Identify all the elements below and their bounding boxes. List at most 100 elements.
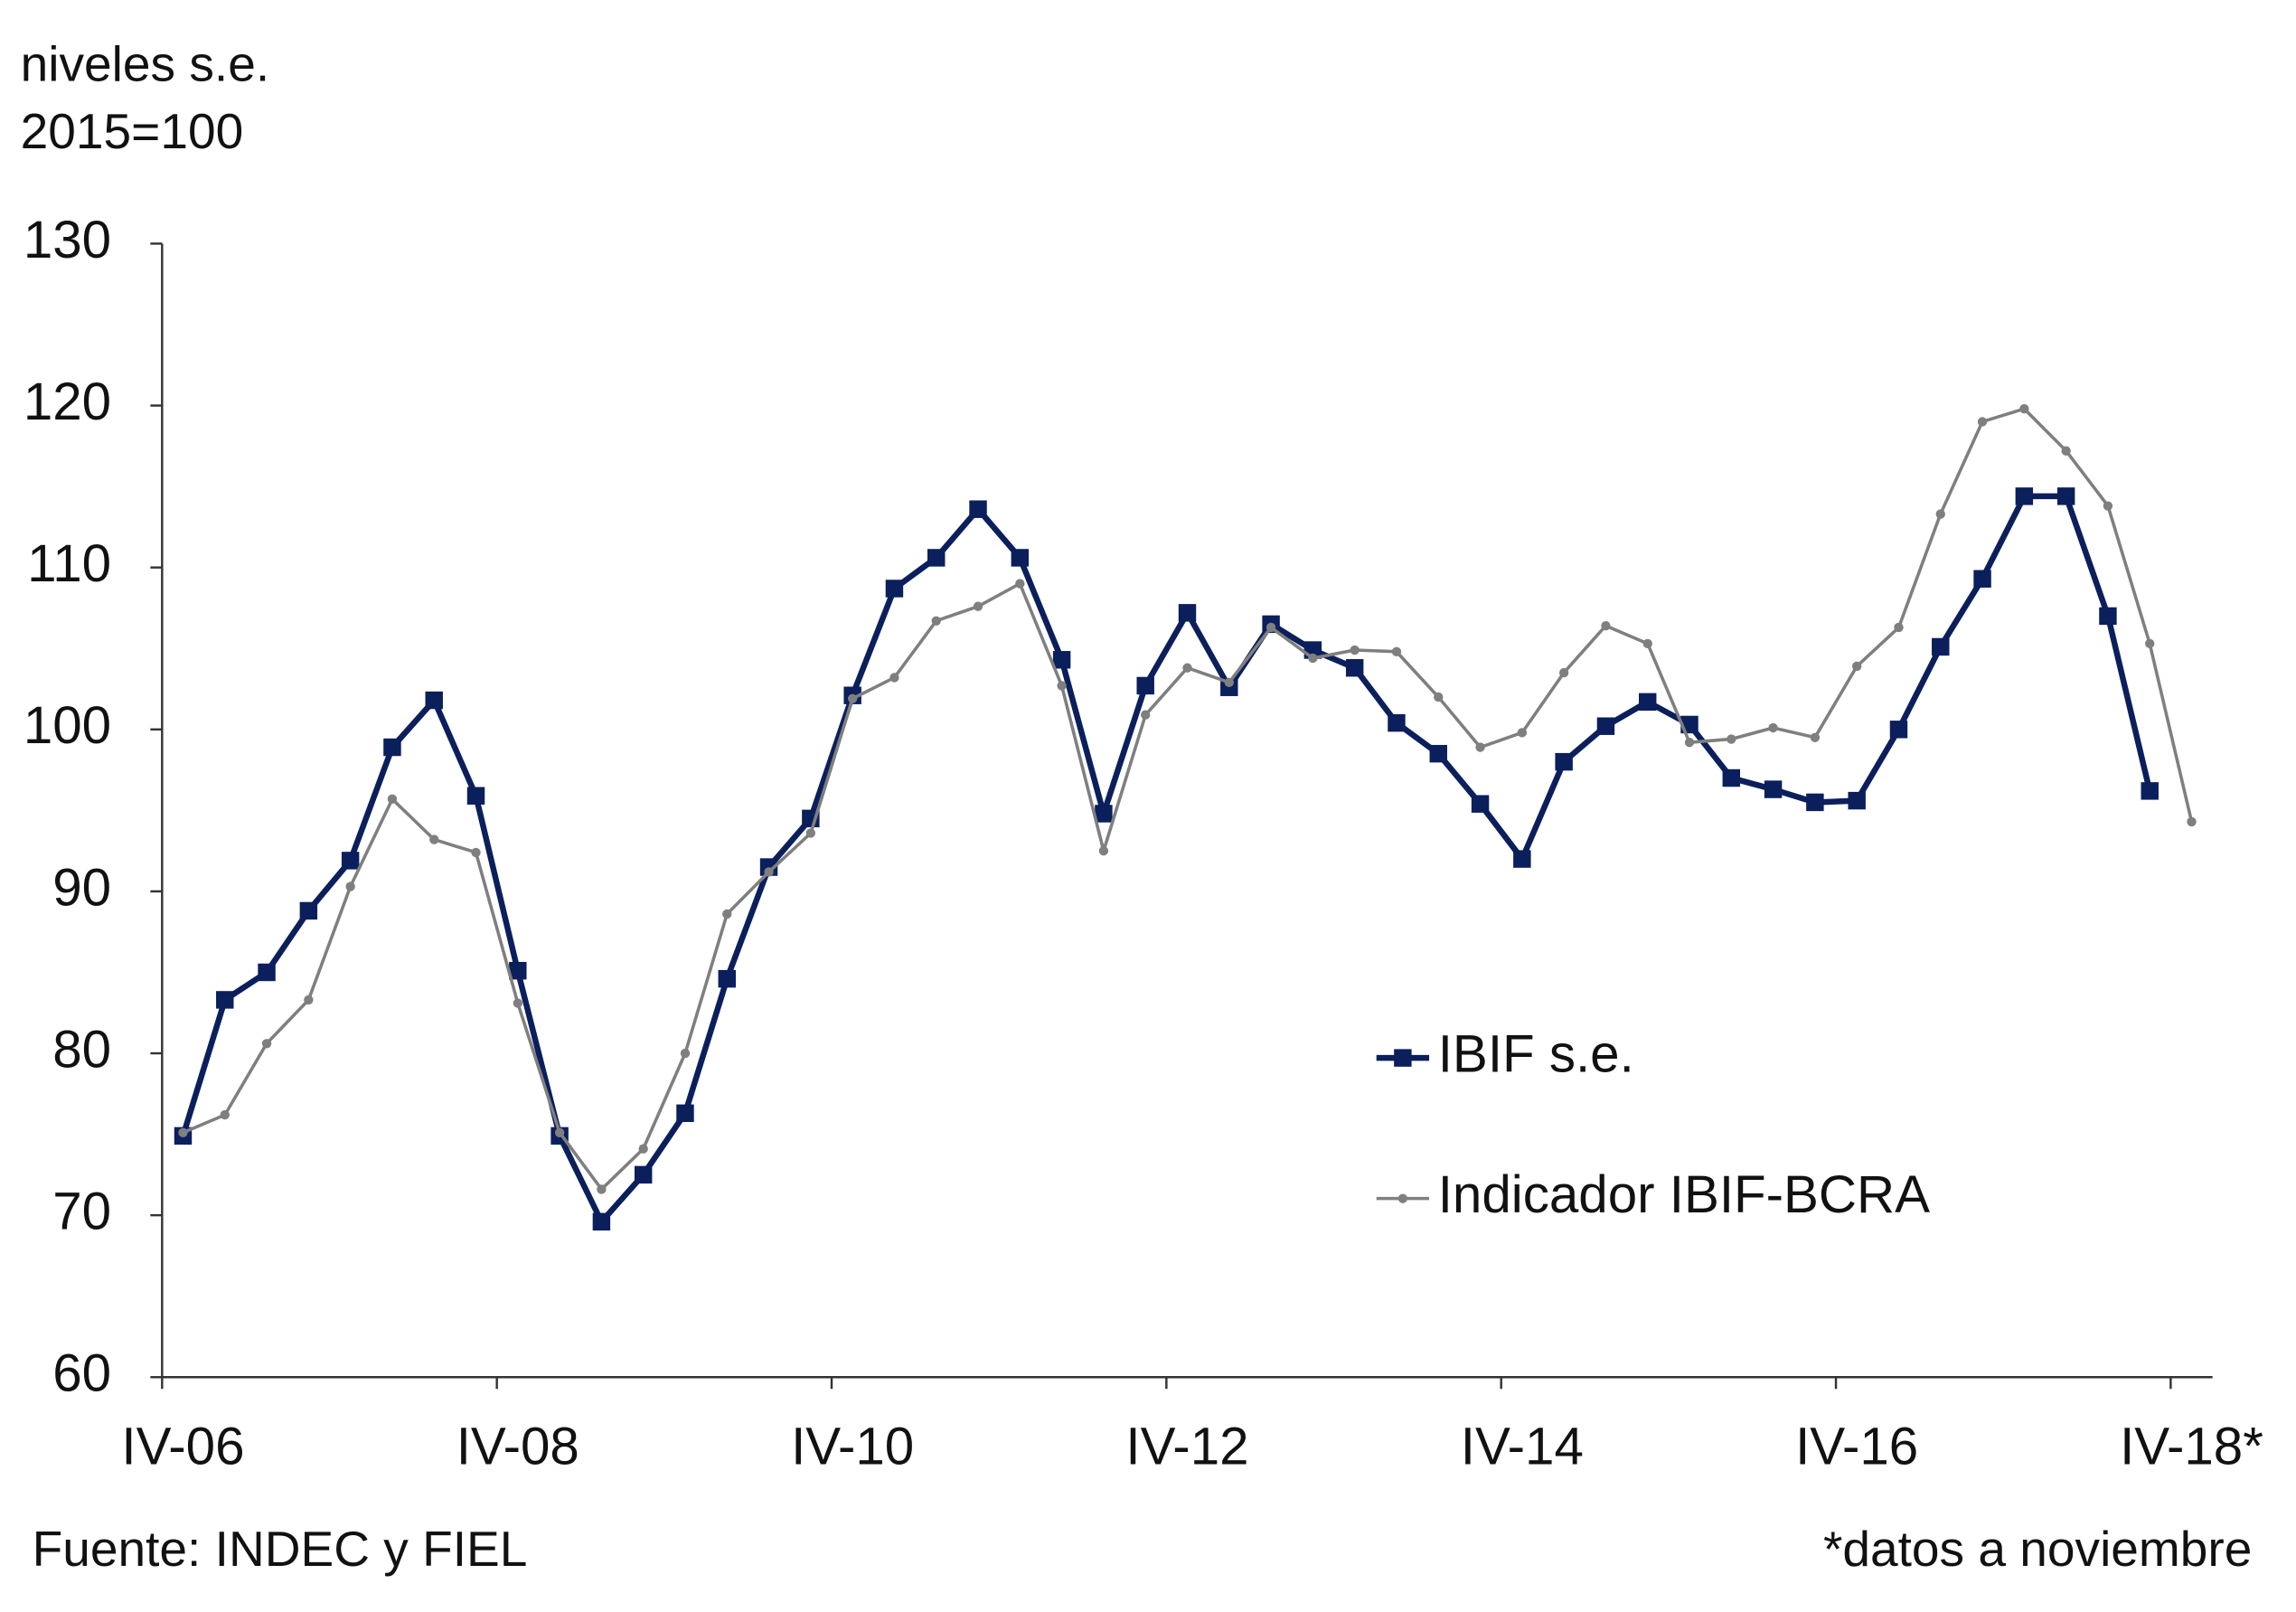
- marker: [2061, 446, 2071, 456]
- marker: [178, 1127, 188, 1137]
- marker: [969, 500, 987, 518]
- marker: [425, 691, 443, 710]
- marker: [1727, 734, 1736, 744]
- y-tick-label: 70: [52, 1183, 111, 1241]
- marker: [1350, 645, 1360, 655]
- x-tick-label: IV-08: [456, 1418, 579, 1476]
- marker: [931, 616, 941, 626]
- marker: [1601, 620, 1611, 631]
- marker: [304, 995, 314, 1005]
- marker: [387, 794, 398, 805]
- marker: [634, 1165, 653, 1184]
- marker: [592, 1212, 611, 1231]
- marker: [1391, 646, 1402, 657]
- marker: [764, 867, 774, 877]
- marker: [1517, 728, 1528, 738]
- marker: [1977, 417, 1988, 427]
- marker: [2099, 607, 2117, 626]
- marker: [1638, 693, 1657, 712]
- marker: [927, 549, 946, 567]
- marker: [2145, 638, 2155, 649]
- marker: [638, 1144, 648, 1154]
- marker: [1764, 780, 1783, 798]
- marker: [345, 881, 355, 891]
- marker: [1224, 677, 1234, 688]
- marker: [1429, 744, 1447, 763]
- marker: [299, 901, 318, 920]
- marker: [889, 673, 899, 683]
- marker: [341, 852, 360, 870]
- marker: [1806, 793, 1824, 812]
- marker: [1098, 845, 1109, 856]
- legend-marker: [1397, 1193, 1408, 1203]
- y-tick-label: 130: [24, 211, 111, 269]
- marker: [1642, 638, 1652, 649]
- legend-label: IBIF s.e.: [1438, 1025, 1634, 1084]
- marker: [466, 787, 485, 805]
- source: Fuente: INDEC y FIEL: [33, 1521, 528, 1577]
- marker: [1558, 667, 1569, 678]
- marker: [722, 909, 732, 919]
- marker: [471, 847, 481, 858]
- marker: [216, 991, 234, 1009]
- series: [174, 487, 2159, 1231]
- x-tick-label: IV-18*: [2120, 1418, 2263, 1476]
- note: *datos a noviembre: [1823, 1521, 2252, 1577]
- marker: [1722, 768, 1741, 787]
- marker: [597, 1184, 607, 1194]
- y-tick-label: 80: [52, 1020, 111, 1079]
- y-tick-label: 100: [24, 696, 111, 755]
- marker: [1851, 661, 1862, 672]
- marker: [1935, 509, 1945, 519]
- marker: [2103, 501, 2113, 511]
- y-axis-label: niveles s.e.: [21, 36, 269, 92]
- marker: [1141, 710, 1151, 720]
- x-tick-label: IV-16: [1795, 1418, 1918, 1476]
- x-tick-label: IV-14: [1461, 1418, 1584, 1476]
- marker: [1471, 795, 1490, 813]
- marker: [258, 963, 276, 982]
- marker: [1434, 692, 1444, 702]
- marker: [1889, 721, 1908, 739]
- marker: [220, 1109, 230, 1120]
- y-tick-label: 110: [27, 534, 111, 593]
- marker: [383, 738, 401, 757]
- marker: [2187, 816, 2197, 827]
- marker: [1011, 549, 1030, 567]
- marker: [1345, 659, 1364, 677]
- marker: [973, 601, 983, 611]
- marker: [676, 1104, 694, 1123]
- marker: [1178, 604, 1197, 622]
- marker: [1513, 850, 1531, 868]
- y-tick-label: 120: [24, 372, 111, 431]
- y-tick-label: 60: [52, 1344, 111, 1403]
- y-axis-label: 2015=100: [21, 103, 244, 159]
- marker: [513, 998, 522, 1008]
- marker: [2141, 782, 2159, 800]
- marker: [1932, 637, 1950, 656]
- x-tick-label: IV-06: [121, 1418, 244, 1476]
- marker: [1266, 622, 1276, 633]
- marker: [554, 1127, 565, 1137]
- series: [178, 403, 2197, 1194]
- legend-label: Indicador IBIF-BCRA: [1438, 1165, 1930, 1224]
- marker: [1768, 722, 1778, 733]
- marker: [2056, 487, 2075, 505]
- marker: [2019, 403, 2029, 414]
- legend-marker: [1394, 1049, 1412, 1067]
- marker: [1596, 717, 1615, 735]
- marker: [680, 1048, 691, 1059]
- marker: [1555, 752, 1573, 771]
- marker: [1810, 732, 1821, 742]
- marker: [1182, 663, 1192, 673]
- marker: [1095, 805, 1113, 823]
- marker: [1973, 570, 1991, 588]
- marker: [1388, 713, 1406, 732]
- marker: [847, 693, 858, 703]
- marker: [1052, 651, 1071, 669]
- marker: [1475, 742, 1485, 752]
- x-tick-label: IV-12: [1125, 1418, 1248, 1476]
- marker: [718, 969, 736, 988]
